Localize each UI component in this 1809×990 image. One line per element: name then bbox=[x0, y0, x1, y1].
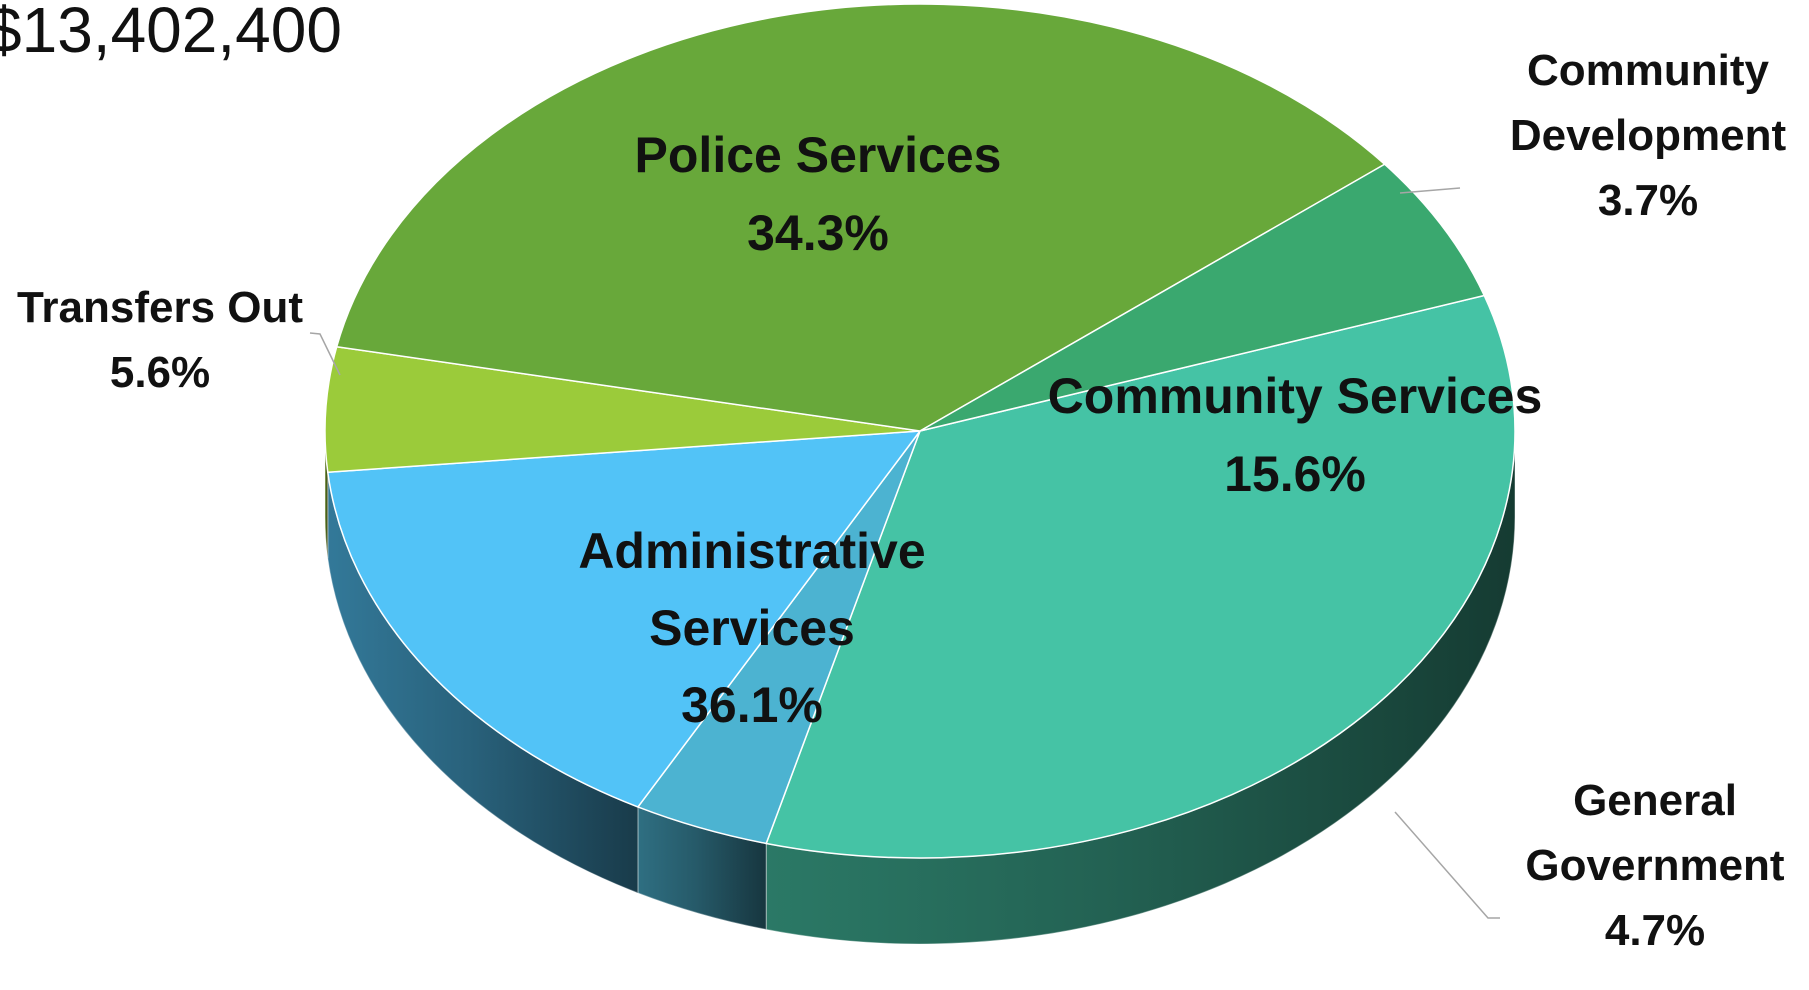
slice-value-community-development: 3.7% bbox=[1598, 176, 1698, 225]
slice-labels: Police Services 34.3% Community Development… bbox=[17, 46, 1787, 955]
slice-name-community-services: Community Services bbox=[1048, 368, 1543, 424]
slice-label-general-government: General Government 4.7% bbox=[1525, 776, 1785, 955]
slice-name-transfers-out: Transfers Out bbox=[17, 283, 303, 332]
slice-name-police: Police Services bbox=[635, 127, 1002, 183]
slice-label-community-development: Community Development 3.7% bbox=[1510, 46, 1787, 225]
slice-name-community-development: Development bbox=[1510, 111, 1787, 160]
pie-slice-general-government bbox=[324, 345, 921, 474]
slice-label-police: Police Services 34.3% bbox=[635, 127, 1002, 261]
slice-value-transfers-out: 5.6% bbox=[110, 348, 210, 397]
slice-name-general-government: General bbox=[1573, 776, 1737, 825]
leader-line-community-development bbox=[1399, 187, 1461, 194]
slice-value-police: 34.3% bbox=[747, 205, 889, 261]
slice-name-administrative-services: Services bbox=[649, 600, 855, 656]
slice-value-general-government: 4.7% bbox=[1605, 906, 1705, 955]
leader-line-general-government bbox=[1394, 811, 1500, 919]
pie-slice-administrative-services bbox=[335, 3, 1386, 432]
slice-label-community-services: Community Services 15.6% bbox=[1048, 368, 1543, 502]
slice-name-administrative-services: Administrative bbox=[578, 523, 925, 579]
total-amount: $13,402,400 bbox=[0, 0, 342, 66]
leader-line-transfers-out bbox=[309, 332, 341, 376]
slice-value-community-services: 15.6% bbox=[1224, 446, 1366, 502]
pie-slice-police bbox=[765, 294, 1516, 859]
pie-top bbox=[324, 3, 1516, 859]
pie-slice-transfers-out bbox=[919, 163, 1486, 432]
slice-label-administrative-services: Administrative Services 36.1% bbox=[578, 523, 925, 733]
slice-label-transfers-out: Transfers Out 5.6% bbox=[17, 283, 303, 397]
pie-slice-community-services bbox=[326, 430, 922, 808]
leader-lines bbox=[309, 187, 1500, 919]
slice-name-general-government: Government bbox=[1525, 841, 1785, 890]
slice-value-administrative-services: 36.1% bbox=[681, 677, 823, 733]
slice-name-community-development: Community bbox=[1527, 46, 1770, 95]
